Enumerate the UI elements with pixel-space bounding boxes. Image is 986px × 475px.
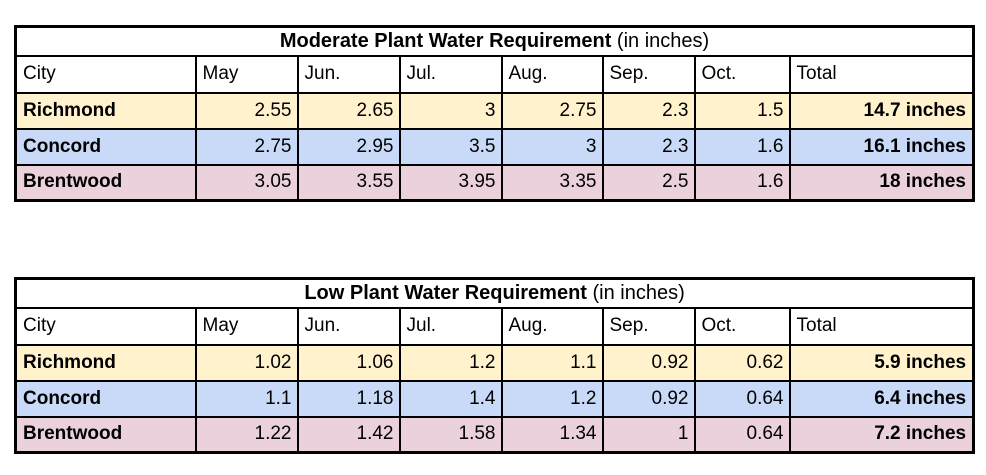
- column-header-total: Total: [788, 306, 975, 346]
- value-cell: 2.95: [296, 127, 401, 166]
- table-title-row: Moderate Plant Water Requirement (in inc…: [14, 25, 975, 57]
- table-row-concord: Concord 2.75 2.95 3.5 3 2.3 1.6 16.1 inc…: [14, 127, 975, 166]
- value-cell: 1.4: [398, 379, 503, 418]
- city-label: Richmond: [14, 91, 197, 130]
- column-header-aug: Aug.: [500, 54, 604, 94]
- value-cell: 1.34: [500, 415, 604, 454]
- value-cell: 1.1: [500, 343, 604, 382]
- total-cell: 14.7 inches: [788, 91, 975, 130]
- value-cell: 2.65: [296, 91, 401, 130]
- value-cell: 1.1: [194, 379, 299, 418]
- column-header-aug: Aug.: [500, 306, 604, 346]
- table-title: Moderate Plant Water Requirement (in inc…: [14, 25, 975, 57]
- column-header-row: City May Jun. Jul. Aug. Sep. Oct. Total: [14, 306, 975, 346]
- value-cell: 2.55: [194, 91, 299, 130]
- column-header-row: City May Jun. Jul. Aug. Sep. Oct. Total: [14, 54, 975, 94]
- column-header-may: May: [194, 306, 299, 346]
- column-header-may: May: [194, 54, 299, 94]
- city-label: Concord: [14, 379, 197, 418]
- value-cell: 1.6: [693, 127, 791, 166]
- value-cell: 1.58: [398, 415, 503, 454]
- value-cell: 3: [500, 127, 604, 166]
- value-cell: 3.55: [296, 163, 401, 202]
- total-cell: 5.9 inches: [788, 343, 975, 382]
- value-cell: 1.6: [693, 163, 791, 202]
- low-water-table: Low Plant Water Requirement (in inches) …: [14, 277, 976, 454]
- value-cell: 3.05: [194, 163, 299, 202]
- value-cell: 3: [398, 91, 503, 130]
- value-cell: 1.2: [500, 379, 604, 418]
- city-label: Concord: [14, 127, 197, 166]
- value-cell: 0.64: [693, 379, 791, 418]
- value-cell: 0.64: [693, 415, 791, 454]
- table-title-unit: (in inches): [592, 281, 685, 304]
- value-cell: 1.18: [296, 379, 401, 418]
- column-header-city: City: [14, 306, 197, 346]
- column-header-jun: Jun.: [296, 306, 401, 346]
- value-cell: 1.22: [194, 415, 299, 454]
- table-row-brentwood: Brentwood 1.22 1.42 1.58 1.34 1 0.64 7.2…: [14, 415, 975, 454]
- value-cell: 1: [601, 415, 696, 454]
- table-title-row: Low Plant Water Requirement (in inches): [14, 277, 975, 309]
- value-cell: 3.5: [398, 127, 503, 166]
- total-cell: 6.4 inches: [788, 379, 975, 418]
- table-title: Low Plant Water Requirement (in inches): [14, 277, 975, 309]
- value-cell: 0.92: [601, 379, 696, 418]
- value-cell: 2.5: [601, 163, 696, 202]
- table-row-richmond: Richmond 1.02 1.06 1.2 1.1 0.92 0.62 5.9…: [14, 343, 975, 382]
- column-header-city: City: [14, 54, 197, 94]
- total-cell: 16.1 inches: [788, 127, 975, 166]
- value-cell: 1.5: [693, 91, 791, 130]
- column-header-sep: Sep.: [601, 54, 696, 94]
- value-cell: 2.3: [601, 91, 696, 130]
- value-cell: 0.62: [693, 343, 791, 382]
- value-cell: 1.06: [296, 343, 401, 382]
- city-label: Brentwood: [14, 163, 197, 202]
- table-title-unit: (in inches): [616, 29, 710, 52]
- column-header-jul: Jul.: [398, 54, 503, 94]
- table-row-brentwood: Brentwood 3.05 3.55 3.95 3.35 2.5 1.6 18…: [14, 163, 975, 202]
- value-cell: 1.02: [194, 343, 299, 382]
- moderate-water-table: Moderate Plant Water Requirement (in inc…: [14, 25, 975, 202]
- column-header-total: Total: [788, 54, 975, 94]
- column-header-jul: Jul.: [398, 306, 503, 346]
- table-title-text: Moderate Plant Water Requirement: [279, 29, 612, 52]
- table-row-concord: Concord 1.1 1.18 1.4 1.2 0.92 0.64 6.4 i…: [14, 379, 975, 418]
- value-cell: 2.75: [194, 127, 299, 166]
- total-cell: 7.2 inches: [788, 415, 975, 454]
- spreadsheet-canvas: Moderate Plant Water Requirement (in inc…: [14, 25, 976, 454]
- column-header-sep: Sep.: [601, 306, 696, 346]
- value-cell: 3.95: [398, 163, 503, 202]
- column-header-oct: Oct.: [693, 306, 791, 346]
- city-label: Brentwood: [14, 415, 197, 454]
- value-cell: 0.92: [601, 343, 696, 382]
- value-cell: 2.3: [601, 127, 696, 166]
- city-label: Richmond: [14, 343, 197, 382]
- column-header-oct: Oct.: [693, 54, 791, 94]
- table-title-text: Low Plant Water Requirement: [304, 281, 587, 304]
- value-cell: 3.35: [500, 163, 604, 202]
- value-cell: 2.75: [500, 91, 604, 130]
- column-header-jun: Jun.: [296, 54, 401, 94]
- total-cell: 18 inches: [788, 163, 975, 202]
- table-row-richmond: Richmond 2.55 2.65 3 2.75 2.3 1.5 14.7 i…: [14, 91, 975, 130]
- value-cell: 1.42: [296, 415, 401, 454]
- value-cell: 1.2: [398, 343, 503, 382]
